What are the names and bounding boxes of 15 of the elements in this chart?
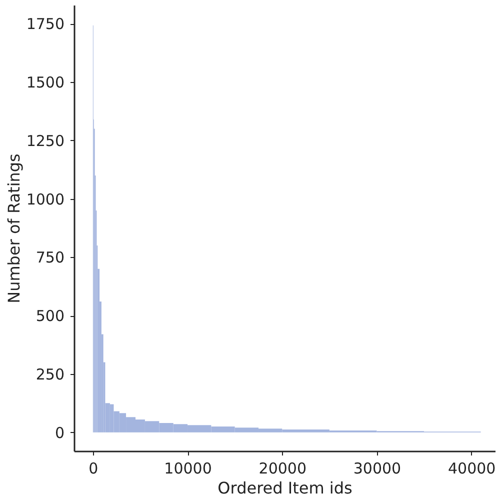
y-tick-label: 1250 — [26, 132, 64, 150]
y-tick-label: 1750 — [26, 15, 64, 34]
x-tick-label: 30000 — [353, 460, 402, 478]
y-tick-label: 750 — [36, 248, 64, 267]
x-tick-label: 20000 — [258, 460, 306, 478]
x-axis-title: Ordered Item ids — [218, 478, 352, 498]
x-tick-label: 40000 — [448, 460, 496, 478]
y-tick-label: 250 — [36, 365, 64, 384]
y-tick-label: 1500 — [26, 74, 64, 92]
y-axis-title: Number of Ratings — [4, 154, 24, 304]
y-tick-label: 500 — [36, 307, 64, 326]
y-tick-label: 0 — [54, 424, 64, 442]
x-tick-label: 0 — [88, 460, 98, 478]
x-tick-label: 10000 — [164, 460, 212, 478]
y-tick-label: 1000 — [26, 190, 64, 208]
